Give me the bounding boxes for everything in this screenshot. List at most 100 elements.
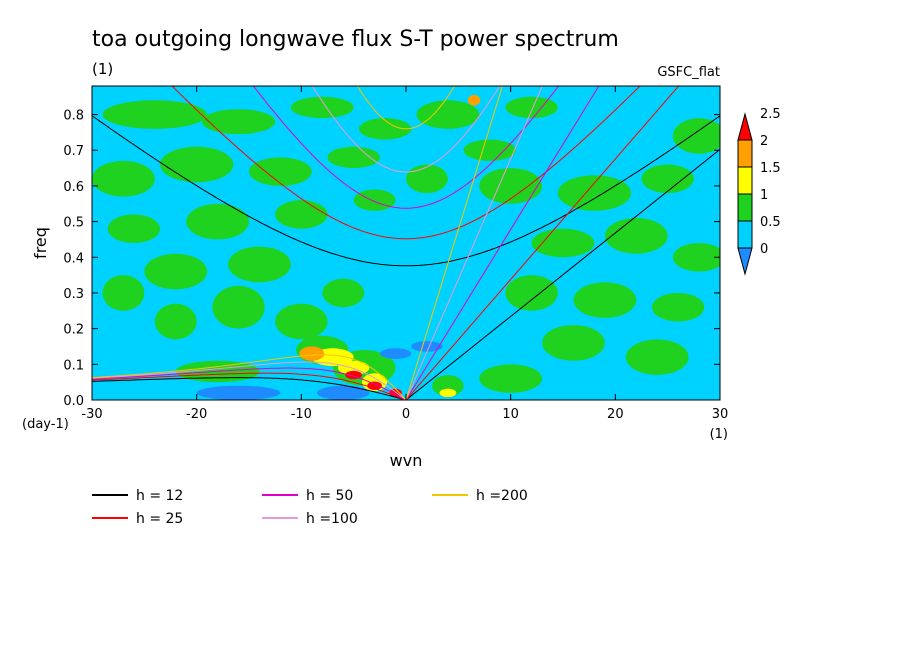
colorbar-label: 0 (760, 242, 768, 257)
contour-region (379, 348, 412, 359)
contour-region (367, 381, 382, 391)
y-tick-label: 0.7 (63, 144, 84, 159)
x-tick-label: 0 (402, 407, 410, 422)
colorbar-label: 2 (760, 134, 768, 149)
colorbar-segment (737, 166, 753, 195)
contour-region (651, 292, 705, 322)
contour-region (604, 218, 668, 254)
x-tick-label: -10 (291, 407, 312, 422)
contour-region (154, 303, 197, 340)
contour-region (557, 175, 632, 211)
y-axis-label: freq (31, 227, 50, 259)
colorbar-segment (737, 139, 753, 168)
dispersion-curve (92, 377, 407, 400)
contour-region (228, 246, 291, 283)
chart-subtitle-left: (1) (92, 60, 113, 78)
contour-region (358, 118, 412, 140)
y-tick-label: 0.6 (63, 180, 84, 195)
contour-region (186, 203, 250, 240)
dispersion-curve (405, 86, 600, 400)
contour-region (479, 364, 543, 393)
legend-label: h = 12 (136, 488, 183, 504)
contour-region (275, 200, 328, 229)
contour-region (467, 94, 481, 106)
power-contours (92, 94, 720, 400)
contour-region (542, 325, 605, 361)
colorbar-label: 1.5 (760, 161, 781, 176)
y-tick-label: 0.5 (63, 216, 84, 231)
contour-region (353, 189, 396, 211)
contour-region (505, 275, 558, 311)
contour-region (107, 214, 161, 244)
contour-region (299, 346, 325, 361)
y-tick-label: 0.3 (63, 287, 84, 302)
contour-region (406, 164, 448, 194)
colorbar-segment (737, 220, 753, 249)
colorbar-top-arrow (737, 112, 753, 141)
colorbar-segment (737, 193, 753, 222)
contour-region (672, 118, 720, 154)
chart-title: toa outgoing longwave flux S-T power spe… (92, 27, 619, 52)
chart-subtitle-right: GSFC_flat (657, 65, 720, 80)
legend-label: h = 50 (306, 488, 353, 504)
dispersion-curve (92, 361, 407, 400)
contour-region (432, 375, 464, 397)
contour-region (416, 100, 480, 129)
legend: h = 12 h = 25 h = 50 h =100 h =200 (92, 488, 528, 527)
dispersion-curves (92, 86, 720, 400)
contour-region (160, 146, 234, 183)
contour-region (196, 385, 281, 400)
contour-region (144, 253, 208, 290)
contour-region (641, 164, 694, 194)
y-tick-label: 0.0 (63, 394, 84, 409)
colorbar-label: 1 (760, 188, 768, 203)
contour-region (439, 388, 457, 398)
legend-label: h =200 (476, 488, 528, 504)
x-tick-label: -20 (186, 407, 207, 422)
contour-region (322, 278, 365, 308)
dispersion-curve (311, 86, 501, 173)
colorbar: 0 0.5 1 1.5 2 2.5 (737, 107, 781, 276)
dispersion-curve (92, 115, 720, 267)
x-tick-label: 30 (712, 407, 729, 422)
dispersion-curve (92, 372, 407, 400)
y-axis: 0.0 0.1 0.2 0.3 0.4 0.5 0.6 0.7 0.8 (63, 109, 720, 409)
contour-region (625, 339, 689, 376)
legend-label: h =100 (306, 511, 358, 527)
contour-region (102, 100, 208, 129)
dispersion-curve (405, 86, 680, 400)
contour-region (275, 303, 328, 340)
x-axis: -30 -20 -10 0 10 20 30 (81, 86, 728, 422)
contour-region (317, 385, 370, 400)
dispersion-curve (405, 86, 503, 400)
y-tick-label: 0.8 (63, 109, 84, 124)
contour-region (573, 282, 637, 318)
contour-region (531, 228, 595, 258)
x-tick-label: 10 (502, 407, 519, 422)
y-unit-label: (day-1) (22, 417, 69, 432)
contour-region (411, 341, 443, 352)
contour-region (201, 109, 276, 135)
legend-label: h = 25 (136, 511, 183, 527)
plot-area (91, 85, 721, 401)
colorbar-label: 2.5 (760, 107, 781, 122)
contour-region (290, 96, 354, 119)
x-axis-label: wvn (390, 451, 423, 470)
x-unit-label: (1) (710, 427, 728, 442)
contour-region (102, 275, 145, 311)
dispersion-curve (405, 86, 543, 400)
dispersion-curve (356, 86, 456, 130)
dispersion-curve (405, 149, 720, 400)
x-tick-label: -30 (81, 407, 102, 422)
y-tick-label: 0.1 (63, 358, 84, 373)
contour-region (92, 160, 155, 197)
dispersion-curve (171, 86, 641, 240)
contour-region (249, 157, 312, 186)
contour-region (463, 139, 516, 161)
dispersion-curve (92, 354, 407, 400)
dispersion-curve (92, 367, 407, 400)
y-tick-label: 0.4 (63, 251, 84, 266)
contour-region (505, 96, 558, 119)
colorbar-label: 0.5 (760, 215, 781, 230)
